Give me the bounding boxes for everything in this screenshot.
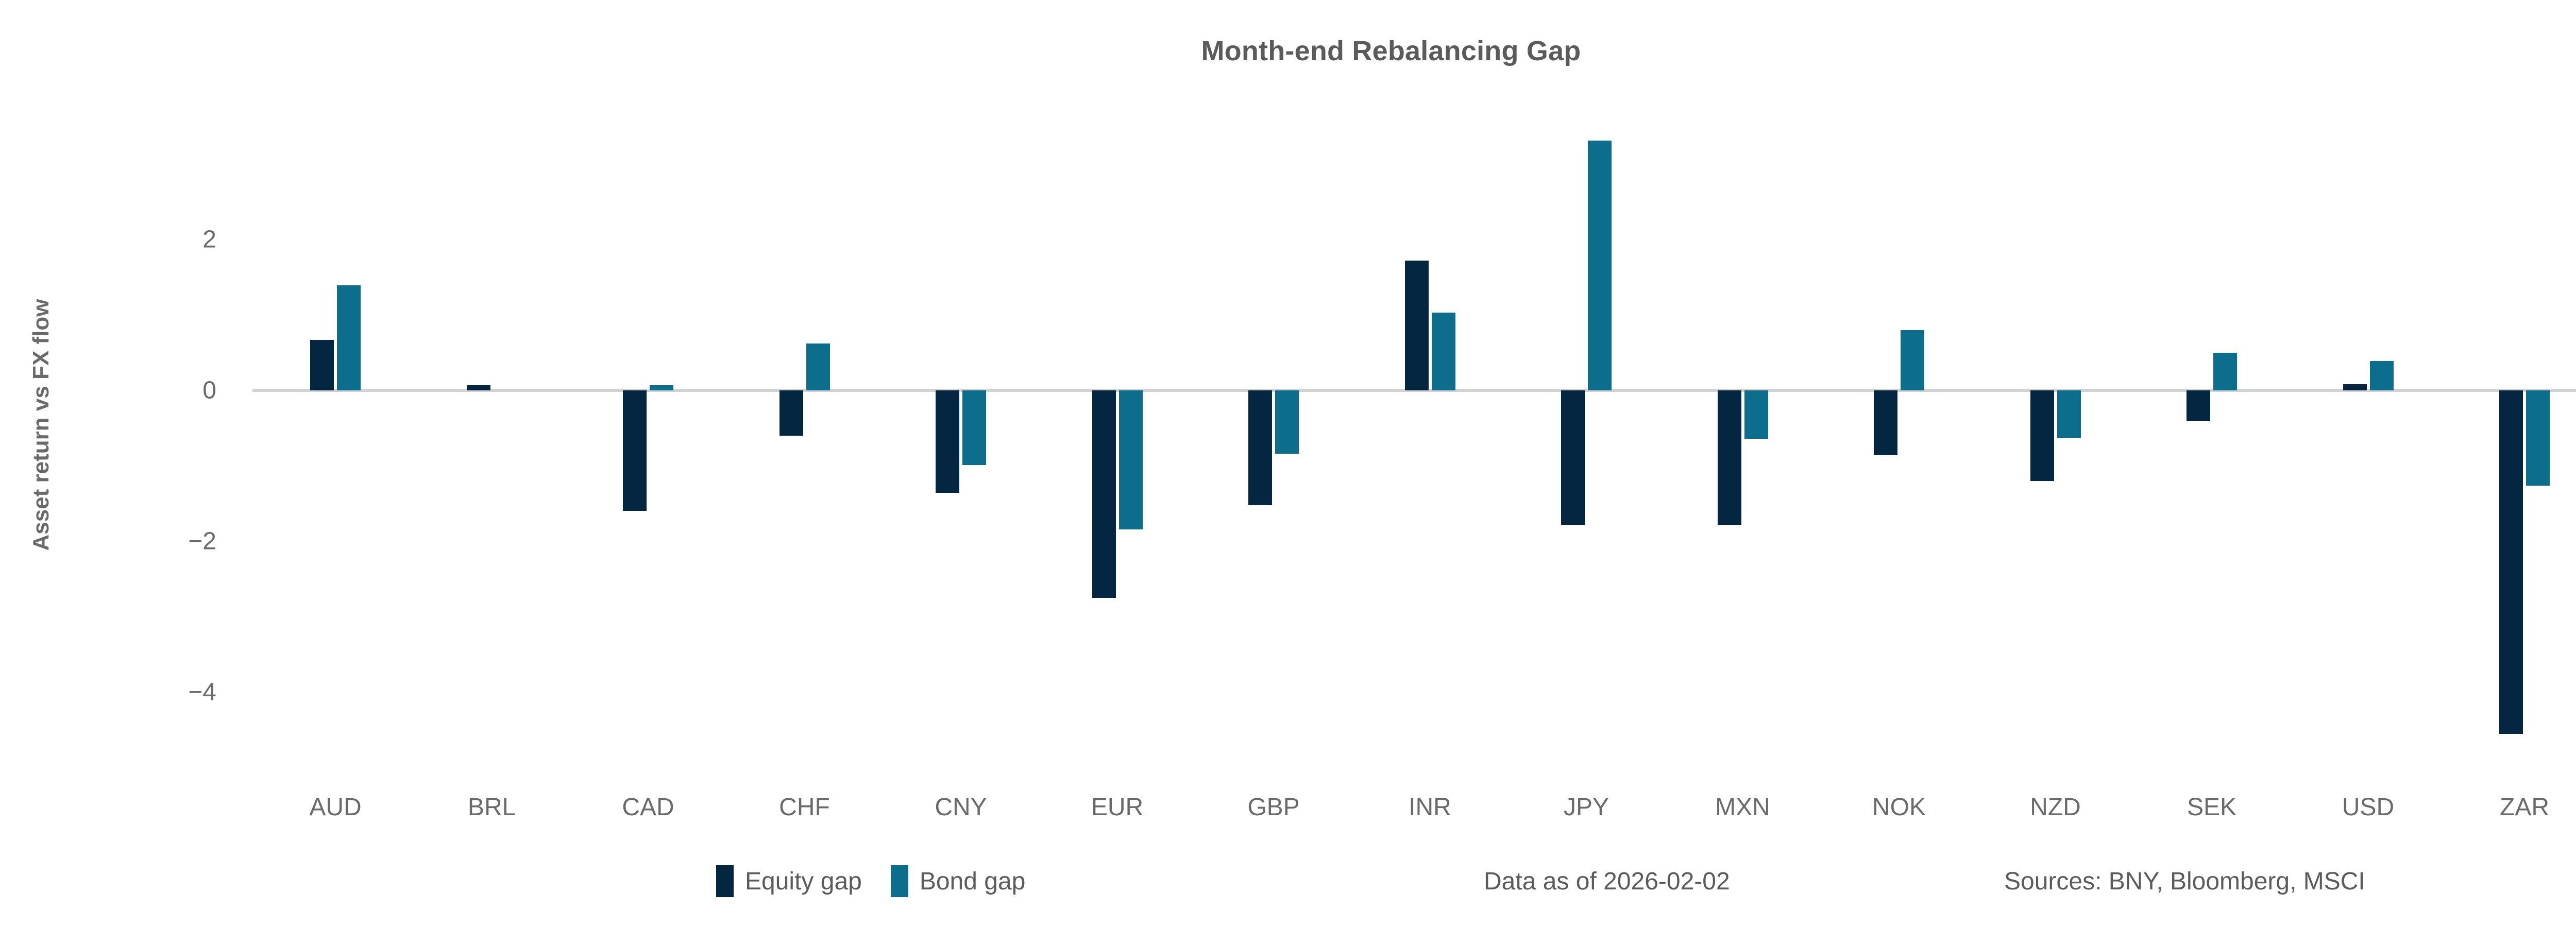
y-axis-tick: −2 [188,527,216,555]
x-axis-tick-sek: SEK [2187,794,2237,821]
bond-gap-bar[interactable] [337,285,361,390]
equity-gap-bar[interactable] [936,390,959,493]
bar-group [289,0,382,772]
equity-gap-bar[interactable] [1717,390,1741,525]
equity-gap-bar[interactable] [1092,390,1116,598]
equity-gap-bar[interactable] [1248,390,1272,505]
x-axis-tick-usd: USD [2342,794,2395,821]
y-axis-tick: −4 [188,678,216,706]
x-axis-tick-chf: CHF [779,794,830,821]
equity-gap-bar[interactable] [623,390,647,511]
bond-gap-bar[interactable] [962,390,986,466]
x-axis-tick-aud: AUD [309,794,362,821]
equity-gap-bar[interactable] [1561,390,1585,525]
bar-group [1696,0,1790,772]
equity-gap-bar[interactable] [779,390,803,436]
legend-swatch-icon [716,865,734,897]
bond-gap-bar[interactable] [1744,390,1768,439]
equity-gap-bar[interactable] [1404,261,1429,390]
x-axis-tick-nok: NOK [1872,794,1926,821]
bar-group [2009,0,2103,772]
bond-gap-bar[interactable] [2526,390,2550,486]
x-axis-tick-nzd: NZD [2030,794,2081,821]
bar-group [2321,0,2415,772]
legend-label: Bond gap [919,867,1026,895]
x-axis-tick-gbp: GBP [1247,794,1300,821]
bar-group [2478,0,2571,772]
bar-group [1852,0,1946,772]
sources-note: Sources: BNY, Bloomberg, MSCI [2004,868,2365,895]
x-axis-tick-brl: BRL [467,794,516,821]
equity-gap-bar[interactable] [310,339,334,390]
equity-gap-bar[interactable] [2030,390,2054,481]
legend-item[interactable]: Bond gap [890,865,1026,897]
bond-gap-bar[interactable] [1431,313,1455,390]
bond-gap-bar[interactable] [2369,360,2394,390]
equity-gap-bar[interactable] [2187,390,2210,421]
bond-gap-bar[interactable] [806,344,830,390]
plot-area: 2 0 −2 −4 [188,0,2576,772]
x-axis-tick-eur: EUR [1091,794,1144,821]
x-axis-tick-cad: CAD [622,794,674,821]
data-as-of-note: Data as of 2026-02-02 [1484,868,1730,895]
page-title: Month-end Rebalancing Gap [1201,36,1581,66]
bar-group [2165,0,2259,772]
bar-group [1383,0,1477,772]
bar-group [914,0,1008,772]
equity-gap-bar[interactable] [2499,390,2523,734]
bar-group [1227,0,1320,772]
y-axis-tick: 2 [202,226,216,253]
bond-gap-bar[interactable] [2057,390,2081,438]
bond-gap-bar[interactable] [1901,330,1924,390]
bond-gap-bar[interactable] [2213,352,2237,390]
y-axis-tick: 0 [202,376,216,404]
bar-group [601,0,695,772]
legend: Equity gap Bond gap [716,865,1025,897]
bond-gap-bar[interactable] [650,385,673,390]
legend-label: Equity gap [745,867,862,895]
equity-gap-bar[interactable] [1874,390,1897,455]
bond-gap-bar[interactable] [1588,141,1612,390]
equity-gap-bar[interactable] [2343,384,2367,390]
bond-gap-bar[interactable] [1118,390,1143,529]
x-axis-tick-zar: ZAR [2500,794,2549,821]
x-axis-tick-inr: INR [1409,794,1451,821]
bar-group [445,0,539,772]
x-axis-tick-mxn: MXN [1715,794,1770,821]
legend-swatch-icon [890,865,908,897]
bar-group [1539,0,1633,772]
x-axis-tick-jpy: JPY [1563,794,1609,821]
bar-group [1071,0,1164,772]
legend-item[interactable]: Equity gap [716,865,862,897]
bar-group [758,0,852,772]
bond-gap-bar[interactable] [1275,390,1299,454]
x-axis-tick-cny: CNY [935,794,987,821]
zero-baseline [252,389,2576,392]
equity-gap-bar[interactable] [466,385,490,390]
chart-footer: Equity gap Bond gap Data as of 2026-02-02… [0,865,2576,912]
